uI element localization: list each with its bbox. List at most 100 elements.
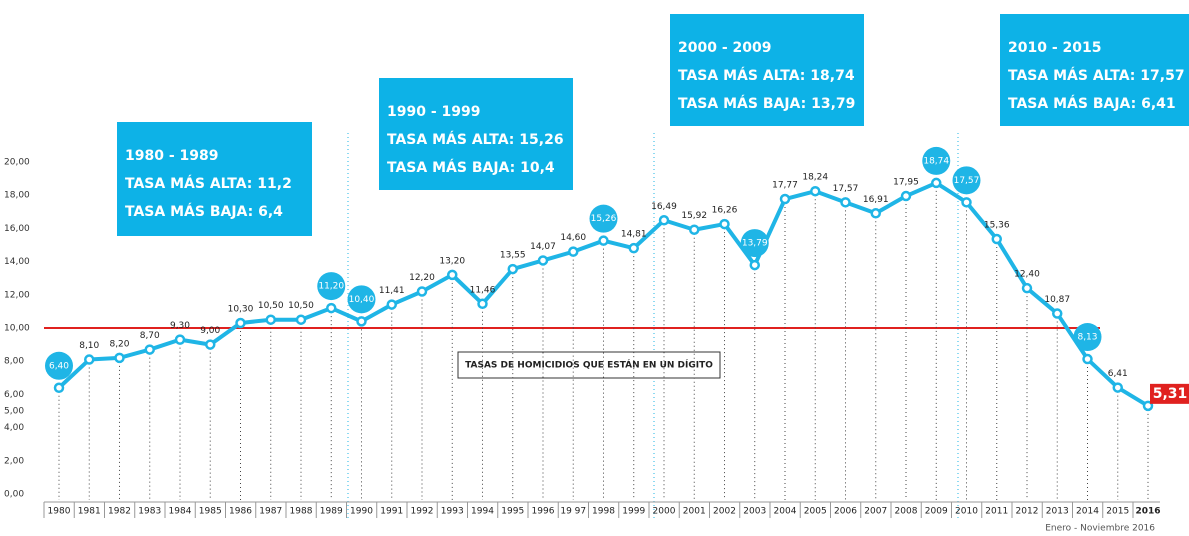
point: [779, 193, 791, 205]
point: [447, 269, 458, 281]
point: [810, 185, 821, 197]
value-label: 6,40: [49, 361, 69, 371]
highlight-bubble: [952, 166, 981, 195]
x-tick-label: 2014: [1076, 507, 1099, 517]
value-label: 12,40: [1014, 270, 1040, 280]
point: [114, 352, 125, 364]
point: [144, 344, 155, 355]
value-label: 9,30: [170, 321, 190, 331]
x-tick-label: 1987: [259, 507, 282, 517]
x-tick-label: 2005: [804, 507, 827, 517]
x-tick-label: 1995: [501, 507, 524, 517]
value-label: 15,92: [681, 211, 707, 221]
highlight-bubble: [45, 351, 73, 380]
value-label: 14,07: [530, 242, 556, 252]
y-tick-label: 5,00: [4, 407, 24, 417]
annotation-box: [117, 122, 312, 236]
x-tick-label: 1981: [78, 507, 101, 517]
point: [477, 298, 488, 310]
x-tick-label: 2016: [1135, 507, 1160, 517]
point: [53, 382, 65, 394]
value-label: 14,81: [621, 230, 647, 240]
value-label: 10,50: [288, 301, 314, 311]
value-label: 12,20: [409, 273, 435, 283]
x-tick-label: 2011: [985, 507, 1008, 517]
y-tick-label: 0,00: [4, 490, 24, 500]
y-tick-label: 18,00: [4, 191, 30, 201]
point: [658, 215, 670, 226]
annotation-text: 2010 - 2015: [1008, 40, 1102, 56]
highlight-bubble: [317, 272, 346, 301]
y-tick-label: 4,00: [4, 423, 24, 433]
value-label: 10,30: [228, 305, 254, 315]
annotation-box: [1000, 14, 1189, 126]
point: [507, 263, 518, 275]
point: [931, 177, 942, 189]
value-label: 15,26: [591, 214, 617, 224]
point: [1082, 353, 1093, 365]
value-label: 17,95: [893, 178, 919, 188]
point: [749, 259, 760, 271]
value-label: 17,57: [954, 176, 980, 186]
point: [356, 316, 367, 327]
point: [205, 339, 216, 350]
point: [1021, 282, 1033, 294]
annotation-text: TASA MÁS BAJA: 6,41: [1008, 95, 1176, 112]
annotation-text: 2000 - 2009: [678, 40, 772, 56]
point: [598, 235, 609, 246]
x-tick-label: 2007: [864, 507, 887, 517]
y-tick-label: 10,00: [4, 324, 30, 334]
annotation-text: TASA MÁS ALTA: 17,57: [1008, 67, 1185, 84]
highlight-bubble: [1073, 323, 1102, 352]
value-label: 10,87: [1044, 295, 1070, 305]
x-tick-label: 1980: [48, 507, 71, 517]
point: [1112, 382, 1123, 393]
point: [870, 208, 881, 219]
point: [991, 233, 1002, 245]
y-tick-label: 8,00: [4, 357, 24, 367]
last-label-box: [1150, 383, 1189, 404]
point: [568, 246, 579, 257]
x-tick-label: 1993: [441, 507, 464, 517]
annotation-text: TASA MÁS ALTA: 15,26: [387, 131, 564, 148]
annotation-text: TASA MÁS BAJA: 13,79: [678, 95, 855, 112]
value-label: 17,77: [772, 181, 798, 191]
value-label: 9,00: [200, 326, 220, 336]
value-label: 14,60: [560, 233, 586, 243]
x-tick-label: 1985: [199, 507, 222, 517]
annotation-text: TASA MÁS BAJA: 10,4: [387, 159, 555, 176]
value-label: 18,24: [802, 173, 828, 183]
x-tick-label: 2000: [653, 507, 676, 517]
x-tick-label: 2015: [1106, 507, 1129, 517]
x-tick-label: 1990: [350, 507, 373, 517]
annotation-box: [670, 14, 864, 126]
value-label: 10,50: [258, 301, 284, 311]
point: [900, 190, 912, 202]
x-tick-label: 2006: [834, 507, 857, 517]
x-tick-label: 2012: [1016, 507, 1039, 517]
x-tick-label: 2013: [1046, 507, 1069, 517]
highlight-bubble: [740, 229, 769, 258]
y-tick-label: 16,00: [4, 224, 30, 234]
x-tick-label: 2002: [713, 507, 736, 517]
x-tick-label: 1984: [169, 507, 192, 517]
x-tick-label: 1983: [138, 507, 161, 517]
value-label: 15,36: [984, 221, 1010, 231]
point: [235, 317, 246, 329]
point: [719, 218, 730, 230]
point: [84, 354, 95, 365]
annotation-text: TASA MÁS BAJA: 6,4: [125, 203, 283, 220]
point: [689, 224, 700, 235]
x-tick-label: 2004: [774, 507, 797, 517]
x-tick-label: 1989: [320, 507, 343, 517]
x-tick-label: 1998: [592, 507, 615, 517]
x-tick-label: 2001: [683, 507, 706, 517]
y-tick-label: 2,00: [4, 456, 24, 466]
value-label: 10,40: [349, 295, 375, 305]
annotation-text: 1990 - 1999: [387, 104, 481, 120]
x-tick-label: 2008: [895, 507, 918, 517]
highlight-bubble: [922, 146, 951, 175]
point: [386, 299, 397, 310]
threshold-label: TASAS DE HOMICIDIOS QUE ESTÁN EN UN DÍGI…: [465, 359, 713, 371]
